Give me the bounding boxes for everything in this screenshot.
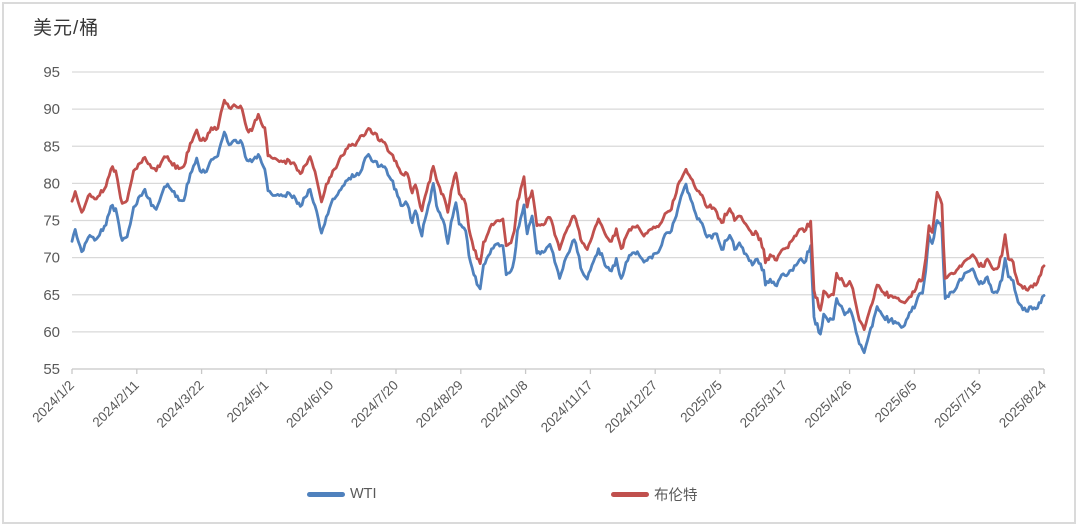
x-tick-label: 2024/7/20: [348, 378, 401, 431]
x-tick-label: 2024/5/1: [224, 378, 272, 426]
x-tick-label: 2025/8/24: [996, 377, 1049, 430]
y-tick-label: 70: [43, 250, 60, 267]
x-tick-label: 2024/1/2: [29, 378, 77, 426]
x-tick-label: 2024/12/27: [602, 378, 660, 436]
x-tick-label: 2025/7/15: [931, 378, 984, 431]
x-tick-label: 2024/2/11: [90, 378, 142, 430]
legend-label-brent: 布伦特: [654, 487, 698, 504]
x-tick-label: 2024/11/17: [538, 378, 596, 436]
y-tick-label: 65: [43, 287, 60, 304]
brent-line: [70, 98, 1046, 331]
x-tick-label: 2025/4/26: [802, 378, 855, 431]
wti-line-swatch: [307, 491, 345, 497]
x-tick-label: 2024/8/29: [413, 378, 466, 431]
x-tick-label: 2025/3/17: [737, 378, 790, 431]
chart-title: 美元/桶: [33, 18, 100, 39]
legend-item-wti[interactable]: WTI: [307, 486, 377, 502]
x-tick-label: 2025/2/5: [677, 378, 725, 426]
y-tick-label: 80: [43, 175, 60, 192]
brent-line-swatch: [611, 491, 649, 497]
x-tick-label: 2025/6/5: [872, 378, 920, 426]
y-tick-label: 75: [43, 213, 60, 230]
legend-item-brent[interactable]: 布伦特: [611, 486, 698, 504]
x-tick-label: 2024/3/22: [154, 378, 207, 431]
legend-label-wti: WTI: [350, 486, 377, 502]
y-tick-label: 90: [43, 101, 60, 118]
y-tick-label: 55: [43, 361, 60, 378]
x-tick-label: 2024/6/10: [283, 378, 336, 431]
y-tick-label: 95: [43, 64, 60, 81]
y-tick-label: 85: [43, 138, 60, 155]
y-tick-label: 60: [43, 324, 60, 341]
x-tick-label: 2024/10/8: [478, 378, 531, 431]
wti-line: [70, 130, 1046, 355]
